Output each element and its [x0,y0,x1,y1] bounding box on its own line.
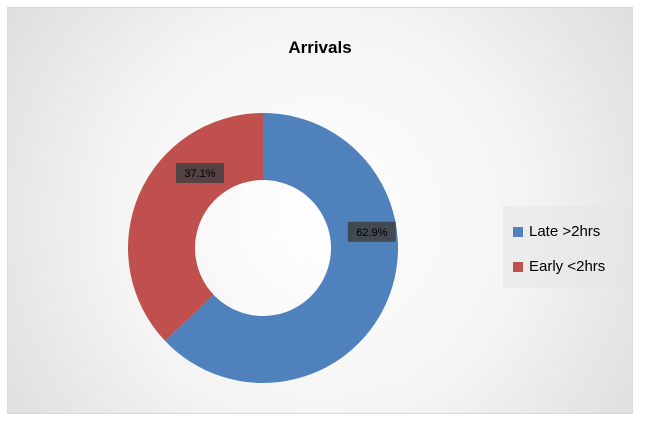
legend-swatch-early [513,261,523,272]
data-label-bg-late [347,221,396,242]
slice-early [128,113,263,342]
legend-label-late: Late >2hrs [529,223,601,240]
data-label-bg-early [175,163,224,184]
legend: Late >2hrs Early <2hrs [503,206,629,288]
data-label-early: 37.1% [184,168,215,180]
chart-title: Arrivals [288,38,352,57]
legend-item-early: Early <2hrs [513,258,605,275]
legend-label-early: Early <2hrs [529,258,606,275]
slice-late [165,113,398,384]
data-label-late: 62.9% [356,227,387,239]
legend-swatch-late [513,226,523,237]
legend-item-late: Late >2hrs [513,223,600,240]
